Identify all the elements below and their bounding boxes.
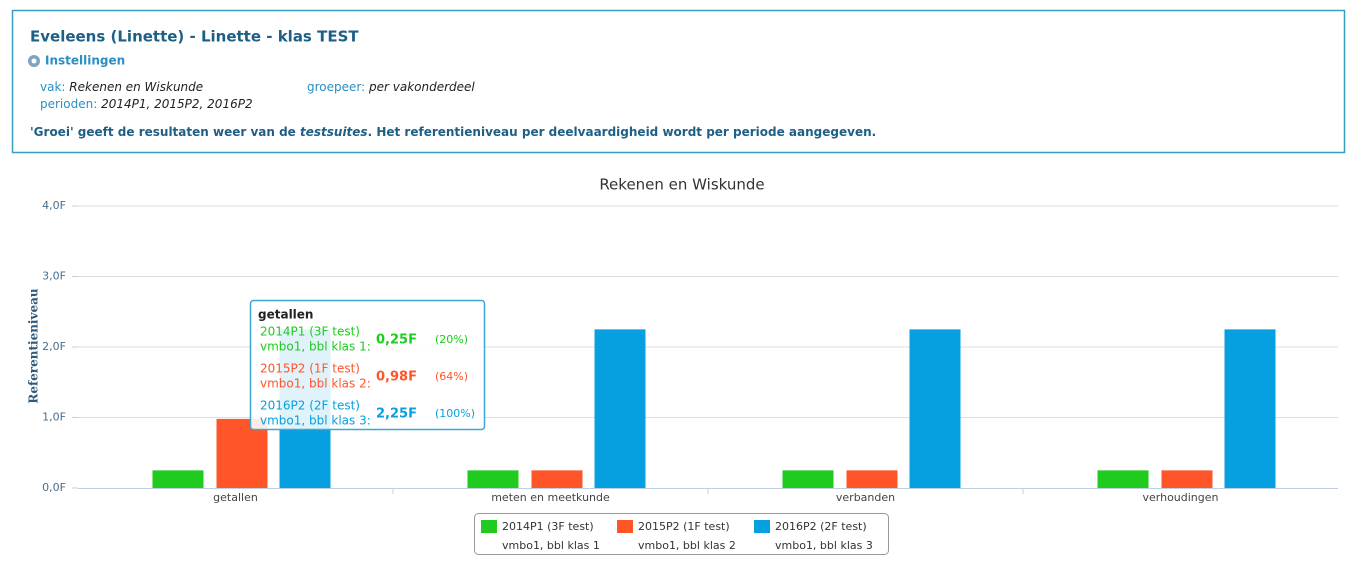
bar (152, 470, 204, 488)
tooltip-percent: (64%) (435, 370, 468, 383)
field-value: per vakonderdeel (368, 80, 475, 94)
legend-group: vmbo1, bbl klas 3 (775, 539, 873, 552)
settings-link[interactable]: Instellingen (45, 54, 125, 68)
x-tick-label: meten en meetkunde (491, 491, 610, 504)
field-value: Rekenen en Wiskunde (69, 80, 203, 94)
bar (594, 329, 646, 488)
y-axis-label: Referentieniveau (27, 288, 41, 403)
tooltip-box (249, 299, 486, 431)
legend-name: 2015P2 (1F test) (638, 520, 730, 533)
field: perioden: 2014P1, 2015P2, 2016P2 (40, 97, 253, 111)
tooltip-line: vmbo1, bbl klas 1: (260, 340, 371, 354)
field-label: groepeer: (307, 80, 365, 94)
header-box (11, 9, 1346, 154)
field-label: perioden: (40, 97, 97, 111)
legend-swatch (481, 520, 497, 533)
legend-box (474, 513, 889, 555)
field: groepeer: per vakonderdeel (307, 80, 475, 94)
y-tick-label: 3,0F (42, 270, 66, 283)
tooltip-value: 0,98F (376, 370, 417, 385)
tooltip-title: getallen (258, 308, 313, 322)
x-tick-label: verhoudingen (1142, 491, 1218, 504)
header-title: Eveleens (Linette) - Linette - klas TEST (30, 28, 359, 46)
chart-title: Rekenen en Wiskunde (599, 176, 764, 194)
x-tick-label: getallen (213, 491, 258, 504)
bar (1224, 329, 1276, 488)
tooltip-line: 2016P2 (2F test) (260, 399, 360, 413)
legend-name: 2014P1 (3F test) (502, 520, 594, 533)
gear-icon[interactable] (28, 55, 40, 67)
legend-group: vmbo1, bbl klas 1 (502, 539, 600, 552)
bar (846, 470, 898, 488)
note: 'Groei' geeft de resultaten weer van de … (30, 125, 876, 139)
tooltip-line: 2014P1 (3F test) (260, 325, 360, 339)
x-tick-label: verbanden (836, 491, 895, 504)
tooltip-value: 0,25F (376, 333, 417, 348)
bar (782, 470, 834, 488)
y-tick-label: 0,0F (42, 481, 66, 494)
bar (467, 470, 519, 488)
bar (909, 329, 961, 488)
tooltip-line: 2015P2 (1F test) (260, 362, 360, 376)
bar (531, 470, 583, 488)
legend-swatch (754, 520, 770, 533)
y-tick-label: 1,0F (42, 411, 66, 424)
bar (216, 418, 268, 488)
legend-swatch (617, 520, 633, 533)
bar (1097, 470, 1149, 488)
y-tick-label: 4,0F (42, 199, 66, 212)
tooltip-percent: (100%) (435, 407, 475, 420)
legend-name: 2016P2 (2F test) (775, 520, 867, 533)
legend-group: vmbo1, bbl klas 2 (638, 539, 736, 552)
tooltip-value: 2,25F (376, 407, 417, 422)
field-value: 2014P1, 2015P2, 2016P2 (101, 97, 253, 111)
tooltip-percent: (20%) (435, 333, 468, 346)
note-text: 'Groei' geeft de resultaten weer van de (30, 125, 300, 139)
note-text: . Het referentieniveau per deelvaardighe… (368, 125, 877, 139)
tooltip-line: vmbo1, bbl klas 2: (260, 377, 371, 391)
y-tick-label: 2,0F (42, 340, 66, 353)
field-label: vak: (40, 80, 65, 94)
tooltip-line: vmbo1, bbl klas 3: (260, 414, 371, 428)
bar (1161, 470, 1213, 488)
note-em: testsuites (300, 125, 368, 139)
field: vak: Rekenen en Wiskunde (40, 80, 203, 94)
